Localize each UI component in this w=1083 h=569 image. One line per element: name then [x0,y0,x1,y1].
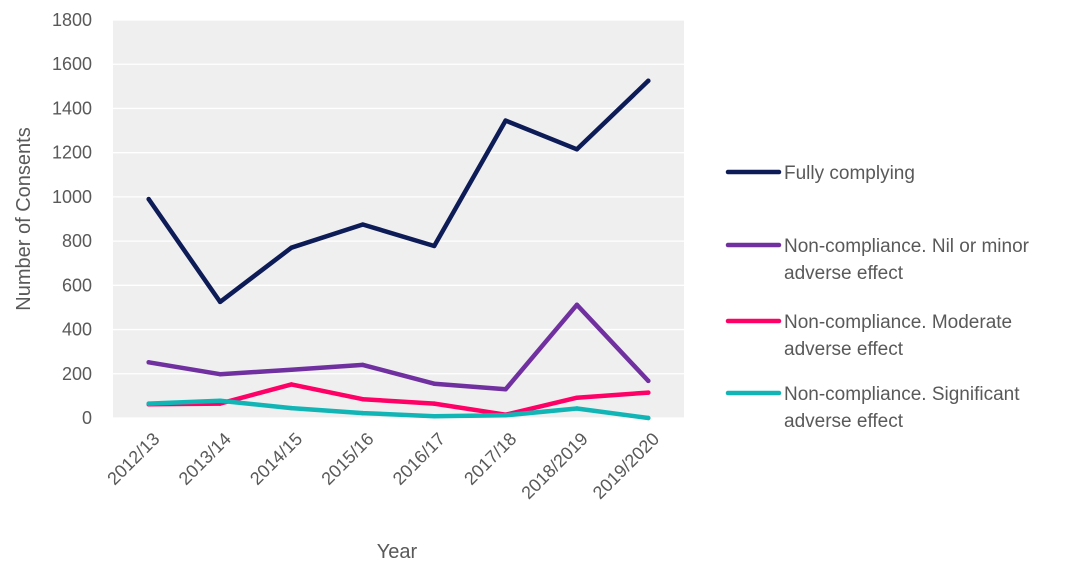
data-point [146,401,151,406]
x-tick-label: 2017/18 [460,429,520,489]
y-tick-label: 400 [62,320,92,340]
x-tick-label: 2013/14 [175,429,235,489]
data-point [217,372,223,377]
data-point [646,378,651,384]
data-point [360,397,366,402]
plot-area [113,20,684,418]
x-axis-ticks: 2012/13 2013/14 2014/15 2015/16 2016/17 2017/… [103,429,663,503]
data-point [431,243,437,249]
data-point [146,196,151,202]
data-point [431,401,437,406]
x-tick-label: 2012/13 [103,429,163,489]
data-point [217,398,223,403]
data-point [646,78,651,84]
legend-label: Fully complying [784,163,915,184]
y-tick-label: 200 [62,364,92,384]
x-tick-label: 2014/15 [246,429,306,489]
x-tick-label: 2016/17 [389,429,449,489]
data-point [146,360,151,365]
x-tick-label: 2019/2020 [589,429,663,503]
data-point [646,390,651,395]
legend: Fully complying Non-compliance. Nil or mi… [725,163,1030,432]
legend-label-line: Non-compliance. Moderate [784,312,1012,333]
legend-label: Non-compliance. Significant adverse effec… [784,384,1020,432]
y-tick-label: 600 [62,275,92,295]
data-point [289,405,294,411]
y-tick-label: 1400 [52,98,92,118]
data-point [289,245,294,250]
data-point [431,381,437,386]
y-tick-label: 1800 [52,10,92,30]
data-point [574,395,580,400]
data-point [574,406,580,411]
series-line-0 [146,78,651,305]
y-tick-label: 1600 [52,54,92,74]
legend-label-line: Non-compliance. Significant [784,384,1020,405]
y-tick-label: 1200 [52,143,92,163]
data-point [503,118,508,123]
data-point [289,382,294,387]
legend-label: Non-compliance. Nil or minor adverse effe… [784,236,1030,284]
data-point [217,299,223,305]
x-tick-label: 2015/16 [317,429,377,489]
series-lines [146,78,651,421]
data-point [360,222,366,227]
y-tick-label: 1000 [52,187,92,207]
legend-label-line: adverse effect [784,411,904,432]
data-point [574,147,580,152]
y-axis-ticks: 0 200 400 600 800 1000 1200 1400 1600 1800 [52,10,92,428]
x-tick-label: 2018/2019 [517,429,591,503]
series-line-1 [146,302,651,392]
legend-label-line: Non-compliance. Nil or minor [784,236,1030,257]
x-axis-title: Year [377,541,418,563]
legend-label: Non-compliance. Moderate adverse effect [784,312,1012,360]
data-point [646,415,651,421]
data-point [289,367,294,372]
data-point [503,387,508,392]
data-point [574,302,580,307]
y-tick-label: 800 [62,231,92,251]
legend-label-line: adverse effect [784,339,904,360]
series-line-3 [146,398,651,421]
data-point [360,362,366,368]
legend-label-line: Fully complying [784,163,915,184]
legend-label-line: adverse effect [784,263,904,284]
data-point [431,414,437,419]
data-point [503,413,508,418]
y-tick-label: 0 [82,408,92,428]
data-point [360,410,366,416]
y-axis-title: Number of Consents [13,127,35,310]
